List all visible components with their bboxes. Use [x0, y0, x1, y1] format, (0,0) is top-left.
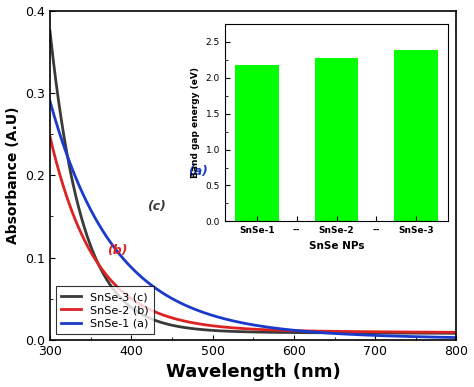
SnSe-1 (a)	[211, 313, 217, 318]
SnSe-3 (c)	[372, 330, 377, 335]
Y-axis label: Absorbance (A.U): Absorbance (A.U)	[6, 106, 19, 244]
Line: SnSe-3 (c): SnSe-3 (c)	[50, 31, 456, 333]
SnSe-3 (c)	[326, 330, 332, 335]
SnSe-2 (b)	[364, 329, 370, 334]
SnSe-1 (a)	[326, 331, 332, 336]
Line: SnSe-1 (a): SnSe-1 (a)	[50, 101, 456, 337]
SnSe-3 (c)	[226, 329, 232, 334]
SnSe-2 (b)	[326, 329, 332, 334]
SnSe-2 (b)	[226, 325, 232, 330]
SnSe-2 (b)	[89, 251, 94, 255]
Text: (b): (b)	[107, 243, 128, 257]
SnSe-3 (c)	[211, 328, 217, 333]
Line: SnSe-2 (b): SnSe-2 (b)	[50, 137, 456, 332]
X-axis label: Wavelength (nm): Wavelength (nm)	[166, 363, 341, 382]
SnSe-3 (c)	[454, 331, 459, 336]
Text: (a): (a)	[188, 165, 208, 178]
SnSe-3 (c)	[364, 330, 370, 335]
SnSe-2 (b)	[211, 324, 217, 328]
SnSe-1 (a)	[226, 318, 232, 322]
SnSe-2 (b)	[47, 134, 53, 139]
SnSe-1 (a)	[372, 333, 377, 338]
SnSe-1 (a)	[454, 335, 459, 340]
SnSe-1 (a)	[89, 209, 94, 214]
SnSe-1 (a)	[364, 333, 370, 337]
Legend: SnSe-3 (c), SnSe-2 (b), SnSe-1 (a): SnSe-3 (c), SnSe-2 (b), SnSe-1 (a)	[55, 286, 154, 334]
SnSe-3 (c)	[47, 29, 53, 33]
SnSe-2 (b)	[454, 330, 459, 335]
SnSe-3 (c)	[89, 246, 94, 250]
SnSe-2 (b)	[372, 329, 377, 334]
SnSe-1 (a)	[47, 99, 53, 103]
Text: (c): (c)	[147, 200, 166, 213]
